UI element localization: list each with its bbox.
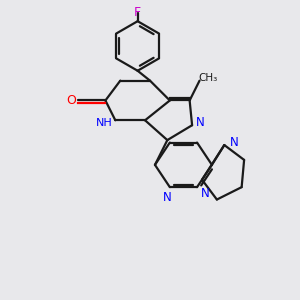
Text: F: F bbox=[134, 6, 141, 19]
Text: N: N bbox=[230, 136, 239, 149]
Text: O: O bbox=[66, 94, 76, 107]
Text: N: N bbox=[196, 116, 204, 129]
Text: NH: NH bbox=[96, 118, 112, 128]
Text: CH₃: CH₃ bbox=[199, 73, 218, 83]
Text: N: N bbox=[201, 187, 210, 200]
Text: N: N bbox=[163, 190, 172, 204]
